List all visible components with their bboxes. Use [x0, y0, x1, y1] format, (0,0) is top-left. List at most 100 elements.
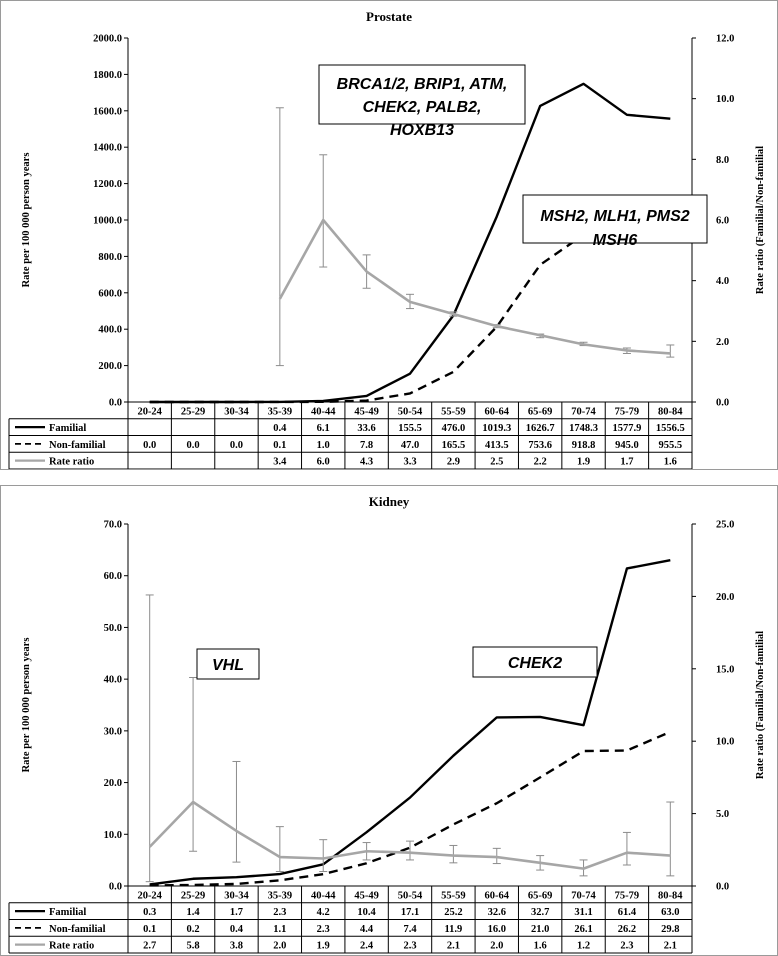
category-label: 80-84: [658, 890, 683, 901]
y-tick-label: 20.0: [104, 778, 122, 789]
table-cell: 17.1: [401, 907, 419, 918]
table-cell: 1019.3: [482, 423, 511, 434]
table-cell: 1.0: [317, 440, 330, 451]
annotation-box: [472, 646, 598, 678]
category-label: 35-39: [268, 890, 293, 901]
table-cell: 61.4: [618, 907, 637, 918]
table-cell: 1626.7: [526, 423, 555, 434]
y2-axis-label: Rate ratio (Familial/Non-familial: [755, 631, 766, 779]
table-cell: 4.3: [360, 457, 373, 468]
y-tick-label: 1800.0: [93, 70, 122, 81]
table-cell: 7.4: [403, 924, 417, 935]
table-cell: 1.7: [230, 907, 243, 918]
y-tick-label: 2000.0: [93, 34, 122, 45]
y-tick-label: 0.0: [109, 398, 122, 409]
category-label: 75-79: [615, 890, 640, 901]
table-cell: 155.5: [398, 423, 422, 434]
table-cell: 3.4: [273, 457, 287, 468]
annotation-text: MSH6: [593, 232, 638, 249]
table-cell: 6.1: [317, 423, 330, 434]
annotation-text: BRCA1/2, BRIP1, ATM,: [337, 76, 508, 93]
y-tick-label: 10.0: [104, 830, 122, 841]
table-cell: 1.4: [187, 907, 201, 918]
y-tick-label: 70.0: [104, 520, 122, 531]
y-tick-label: 60.0: [104, 571, 122, 582]
category-label: 70-74: [571, 406, 596, 417]
category-label: 75-79: [615, 406, 640, 417]
table-cell: 1.6: [534, 941, 547, 952]
legend-label: Familial: [49, 423, 86, 434]
table-cell: 2.7: [143, 941, 156, 952]
y2-tick-label: 2.0: [716, 337, 729, 348]
category-label: 70-74: [571, 890, 596, 901]
category-label: 50-54: [398, 406, 423, 417]
table-cell: 2.1: [447, 941, 460, 952]
category-label: 25-29: [181, 406, 206, 417]
series-line-rate-ratio: [148, 800, 671, 870]
y2-tick-label: 10.0: [716, 737, 734, 748]
table-cell: 1.7: [620, 457, 633, 468]
y2-tick-label: 15.0: [716, 664, 734, 675]
annotation-box: [522, 194, 708, 244]
table-cell: 0.4: [230, 924, 244, 935]
category-label: 55-59: [441, 406, 466, 417]
table-cell: 2.0: [273, 941, 286, 952]
category-label: 60-64: [485, 890, 510, 901]
prostate-chart-panel: Prostate 0.0 200.0 400.0 600.0 800.0 1000.0 120…: [0, 0, 778, 470]
table-cell: 16.0: [488, 924, 506, 935]
kidney-chart-panel: Kidney 0.0 10.0 20.0 30.0 40.0 50.0 60.0 70.0 0.0…: [0, 485, 778, 956]
annotation-text: CHEK2: [508, 655, 562, 672]
y2-tick-label: 25.0: [716, 520, 734, 531]
chart-title: Kidney: [369, 494, 410, 509]
series-line-familial: [149, 82, 671, 404]
y2-tick-label: 20.0: [716, 592, 734, 603]
table-cell: 1.6: [664, 457, 677, 468]
table-cell: 0.0: [143, 440, 156, 451]
table-cell: 2.3: [403, 941, 416, 952]
y2-tick-label: 0.0: [716, 882, 729, 893]
table-cell: 7.8: [360, 440, 373, 451]
table-cell: 10.4: [357, 907, 376, 918]
table-cell: 26.1: [574, 924, 592, 935]
category-label: 20-24: [137, 890, 162, 901]
table-cell: 47.0: [401, 440, 419, 451]
y-tick-label: 40.0: [104, 675, 122, 686]
category-label: 60-64: [485, 406, 510, 417]
y2-tick-label: 6.0: [716, 216, 729, 227]
y-tick-label: 200.0: [98, 361, 122, 372]
table-cell: 29.8: [661, 924, 679, 935]
table-cell: 2.1: [664, 941, 677, 952]
kidney-chart: Kidney 0.0 10.0 20.0 30.0 40.0 50.0 60.0 70.0 0.0…: [8, 494, 766, 954]
table-cell: 2.3: [317, 924, 330, 935]
table-cell: 11.9: [444, 924, 462, 935]
y-tick-label: 1400.0: [93, 143, 122, 154]
category-label: 55-59: [441, 890, 466, 901]
category-label: 45-49: [354, 890, 379, 901]
y-tick-label: 1600.0: [93, 106, 122, 117]
series-line-familial: [149, 559, 671, 886]
y-tick-label: 50.0: [104, 623, 122, 634]
category-label: 65-69: [528, 406, 553, 417]
table-cell: 1556.5: [656, 423, 685, 434]
table-cell: 1.2: [577, 941, 590, 952]
category-label: 30-34: [224, 406, 249, 417]
table-cell: 32.7: [531, 907, 549, 918]
table-cell: 33.6: [357, 423, 375, 434]
annotation-text: VHL: [212, 657, 244, 674]
table-cell: 413.5: [485, 440, 509, 451]
table-cell: 945.0: [615, 440, 639, 451]
table-cell: 476.0: [442, 423, 466, 434]
table-cell: 2.3: [620, 941, 633, 952]
table-cell: 4.4: [360, 924, 374, 935]
table-cell: 0.4: [273, 423, 287, 434]
y2-tick-label: 4.0: [716, 276, 729, 287]
table-cell: 2.3: [273, 907, 286, 918]
table-cell: 5.8: [187, 941, 200, 952]
y2-tick-label: 5.0: [716, 809, 729, 820]
legend-label: Rate ratio: [49, 457, 94, 468]
annotation-text: HOXB13: [390, 122, 454, 139]
table-cell: 165.5: [442, 440, 466, 451]
table-cell: 26.2: [618, 924, 636, 935]
category-label: 20-24: [137, 406, 162, 417]
y-tick-label: 30.0: [104, 726, 122, 737]
